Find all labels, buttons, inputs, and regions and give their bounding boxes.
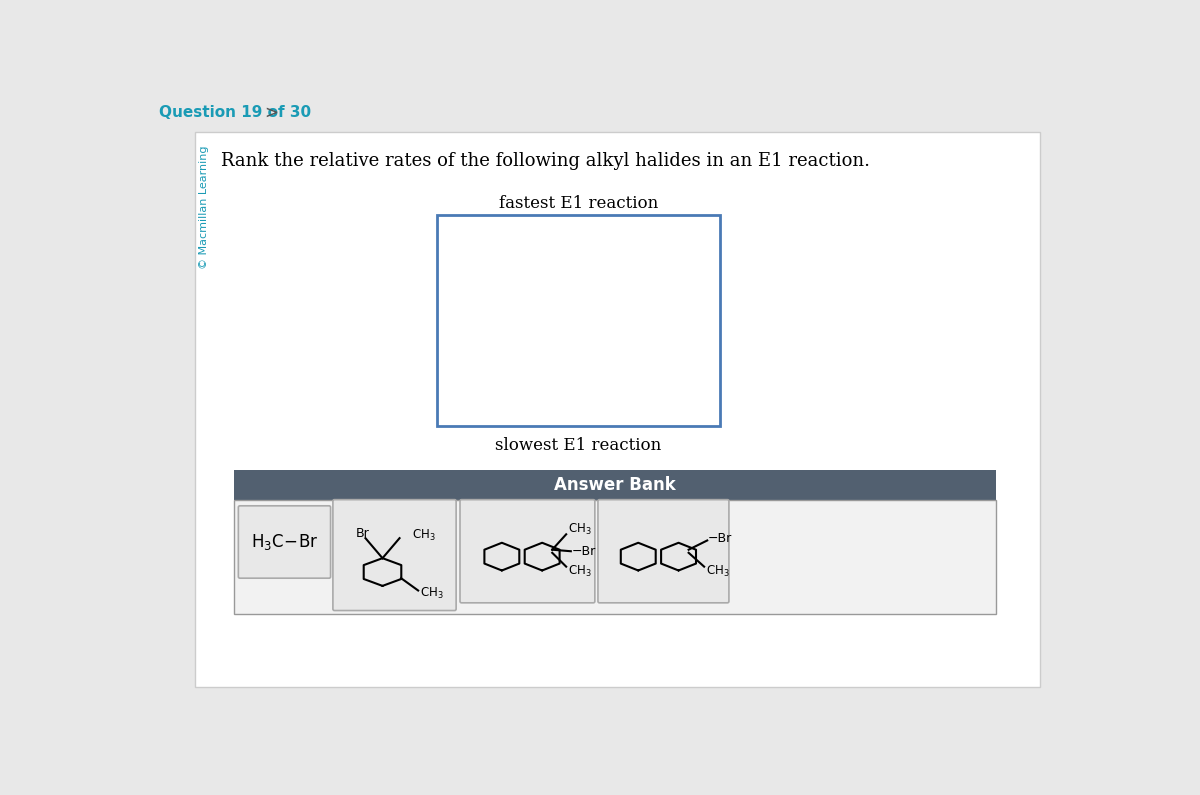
Text: CH$_3$: CH$_3$ xyxy=(568,522,592,537)
FancyBboxPatch shape xyxy=(239,506,330,578)
Text: slowest E1 reaction: slowest E1 reaction xyxy=(496,436,661,453)
Text: Br: Br xyxy=(355,527,370,540)
Text: −Br: −Br xyxy=(571,545,596,558)
Text: H$_3$C$\!-\!$Br: H$_3$C$\!-\!$Br xyxy=(251,532,318,552)
Text: Rank the relative rates of the following alkyl halides in an E1 reaction.: Rank the relative rates of the following… xyxy=(221,153,870,170)
Text: >: > xyxy=(265,103,278,122)
Text: Question 19 of 30: Question 19 of 30 xyxy=(160,105,312,120)
Text: CH$_3$: CH$_3$ xyxy=(568,564,592,579)
Text: CH$_3$: CH$_3$ xyxy=(420,586,443,601)
Bar xyxy=(234,471,996,499)
Text: −Br: −Br xyxy=(708,533,732,545)
Bar xyxy=(437,215,720,426)
Text: Answer Bank: Answer Bank xyxy=(554,476,676,494)
Bar xyxy=(234,499,996,614)
Text: fastest E1 reaction: fastest E1 reaction xyxy=(499,196,659,212)
Text: CH$_3$: CH$_3$ xyxy=(706,564,730,579)
FancyBboxPatch shape xyxy=(598,499,728,603)
Text: © Macmillan Learning: © Macmillan Learning xyxy=(199,145,209,269)
FancyBboxPatch shape xyxy=(332,499,456,611)
Text: CH$_3$: CH$_3$ xyxy=(412,528,436,543)
FancyBboxPatch shape xyxy=(460,499,595,603)
